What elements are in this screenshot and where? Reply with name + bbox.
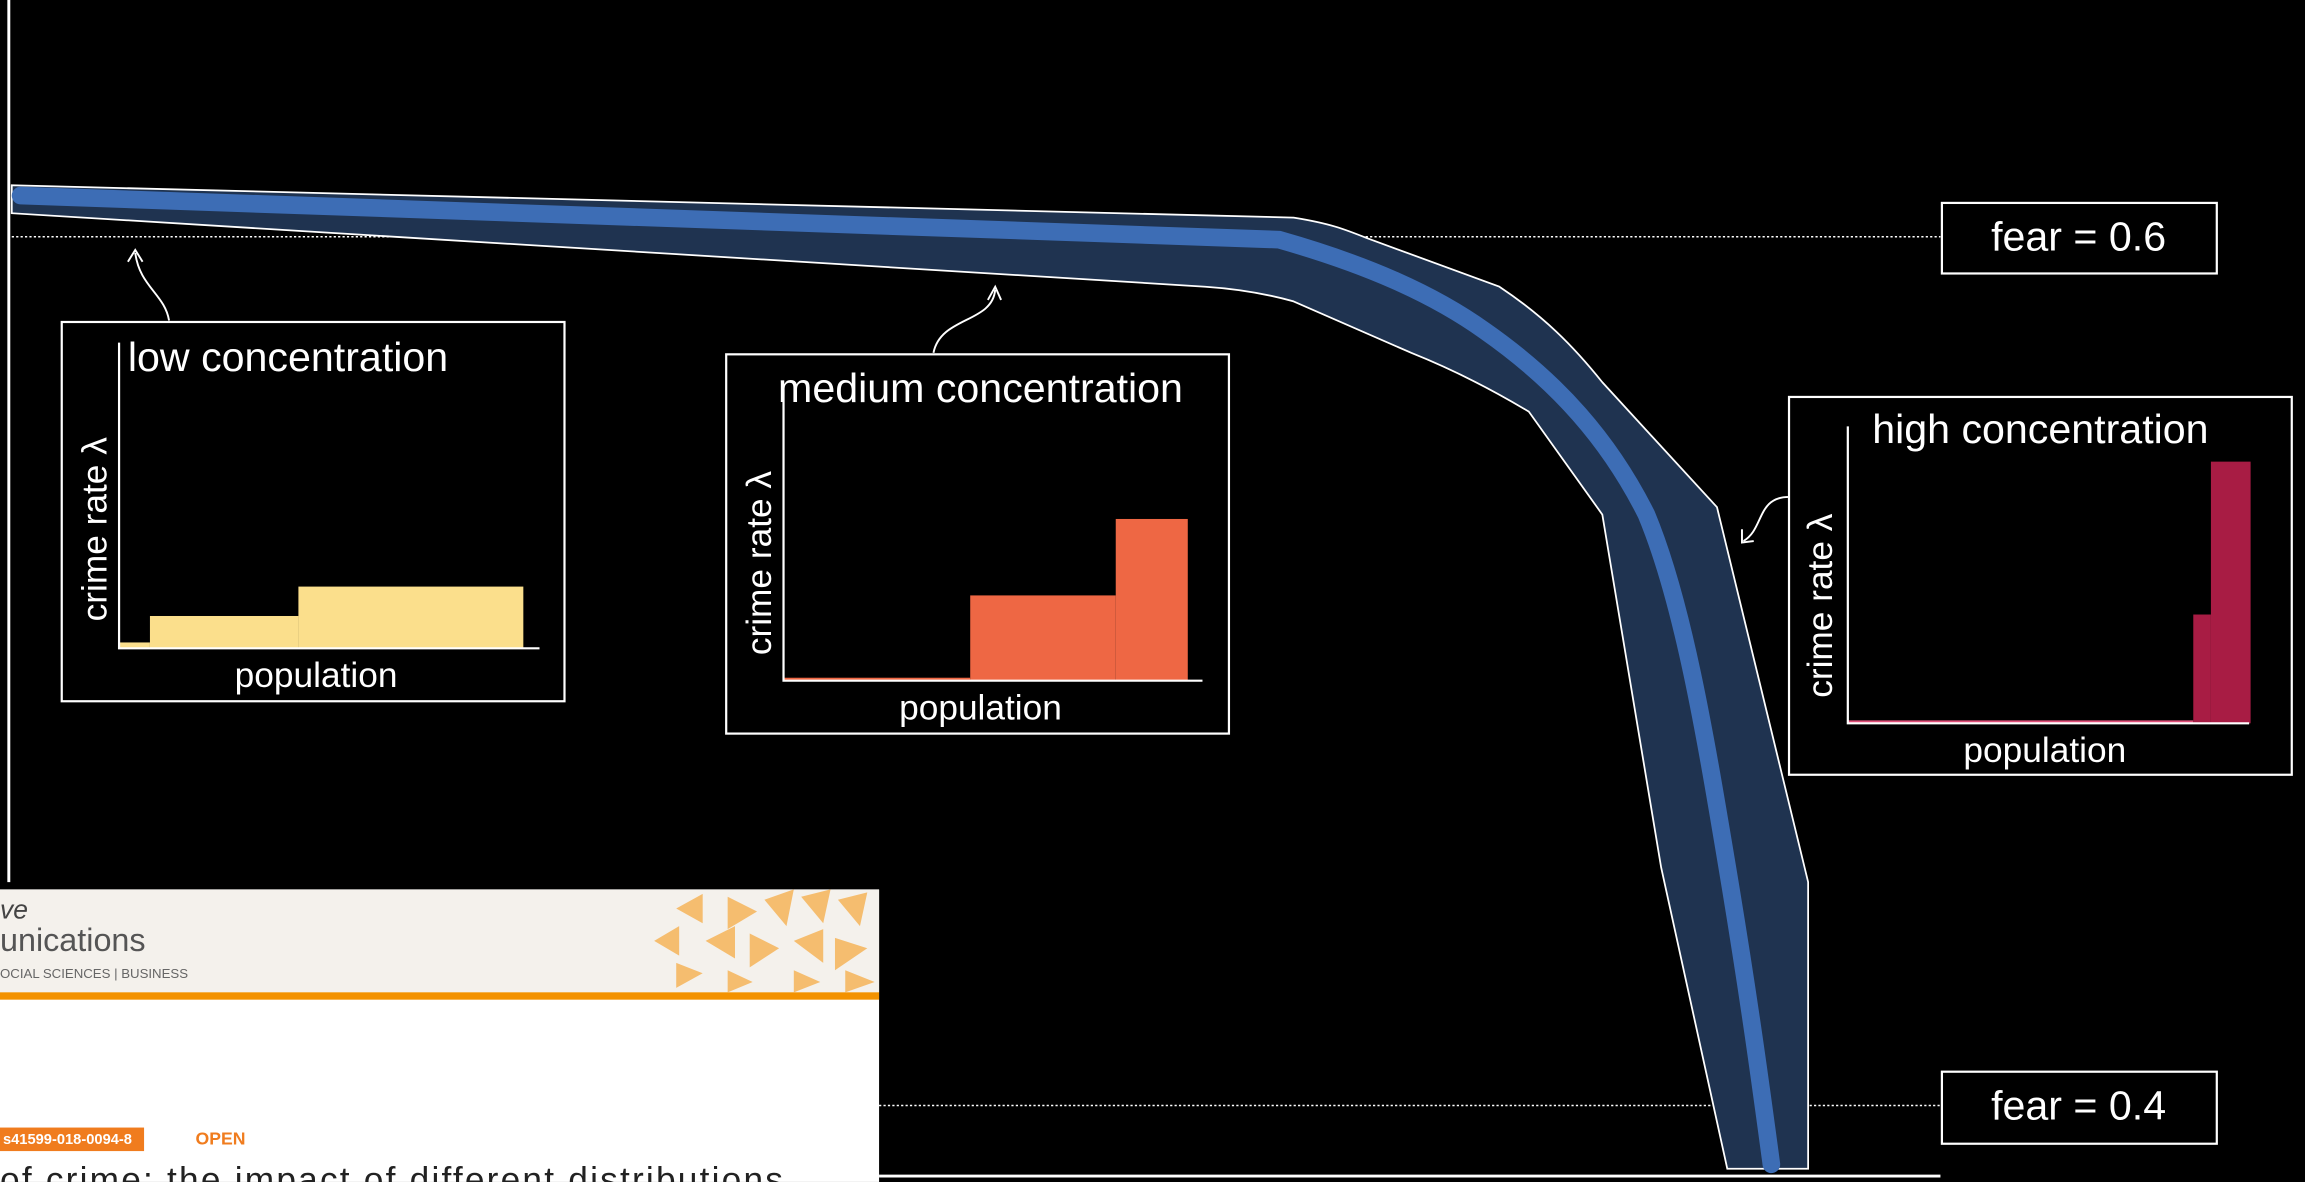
pattern-shape xyxy=(676,962,703,988)
y-label: crime rate λ xyxy=(740,471,779,656)
panel-title: low concentration xyxy=(128,334,448,380)
axes xyxy=(782,385,1203,682)
journal-name: ve xyxy=(0,894,28,924)
panel-title: high concentration xyxy=(1872,406,2208,452)
panel-title: medium concentration xyxy=(778,365,1183,411)
arrow xyxy=(932,289,997,354)
bar xyxy=(149,615,299,649)
y-label: crime rate λ xyxy=(1801,513,1840,698)
pattern-shape xyxy=(793,970,821,993)
pattern-shape xyxy=(676,893,703,924)
arrow-head xyxy=(127,248,144,263)
bar xyxy=(2210,461,2251,724)
pattern-shape xyxy=(845,970,875,993)
label-box xyxy=(1940,201,2218,275)
x-label: population xyxy=(235,656,398,695)
arrow xyxy=(1742,495,1790,542)
pattern-shape xyxy=(727,896,758,930)
pattern-shape xyxy=(764,889,794,927)
bar xyxy=(1115,518,1188,681)
x-label: population xyxy=(899,688,1062,727)
doi-badge xyxy=(0,1127,145,1152)
uncertainty-band xyxy=(10,184,1810,1170)
fear-label: fear = 0.6 xyxy=(1991,214,2166,260)
axes xyxy=(117,342,540,650)
axes xyxy=(1846,426,2250,725)
pattern-shape xyxy=(837,892,868,927)
arrows xyxy=(127,248,1790,544)
y-label: crime rate λ xyxy=(75,437,114,622)
pattern-shape xyxy=(727,970,753,993)
arrow-head xyxy=(987,284,1002,301)
arrow xyxy=(134,252,170,321)
doi: s41599-018-0094-8 xyxy=(3,1132,132,1148)
pattern-shape xyxy=(793,929,824,963)
bar xyxy=(2193,614,2211,724)
pattern-shape xyxy=(654,926,680,956)
x-label: population xyxy=(1963,731,2126,770)
bar xyxy=(298,586,524,649)
fear-curve xyxy=(11,186,1781,1174)
pattern-shape xyxy=(801,889,831,924)
bar xyxy=(119,642,150,649)
article-snippet: ve unications OCIAL SCIENCES | BUSINESS … xyxy=(0,889,880,1182)
pattern-shape xyxy=(749,933,780,968)
article-title: of crime: the impact of different distri… xyxy=(0,1160,785,1182)
label-box xyxy=(1940,1070,2218,1145)
fear-label: fear = 0.4 xyxy=(1991,1082,2166,1128)
journal-subjects: OCIAL SCIENCES | BUSINESS xyxy=(0,966,188,981)
header-bar xyxy=(0,992,880,1000)
open-access: OPEN xyxy=(196,1129,246,1149)
pattern xyxy=(654,889,875,993)
pattern-shape xyxy=(705,926,736,959)
pattern-shape xyxy=(834,937,868,971)
journal-name: unications xyxy=(0,922,146,958)
bar xyxy=(1847,720,2194,724)
bar xyxy=(970,595,1116,681)
arrow-head xyxy=(1741,529,1754,544)
bar xyxy=(783,677,971,681)
